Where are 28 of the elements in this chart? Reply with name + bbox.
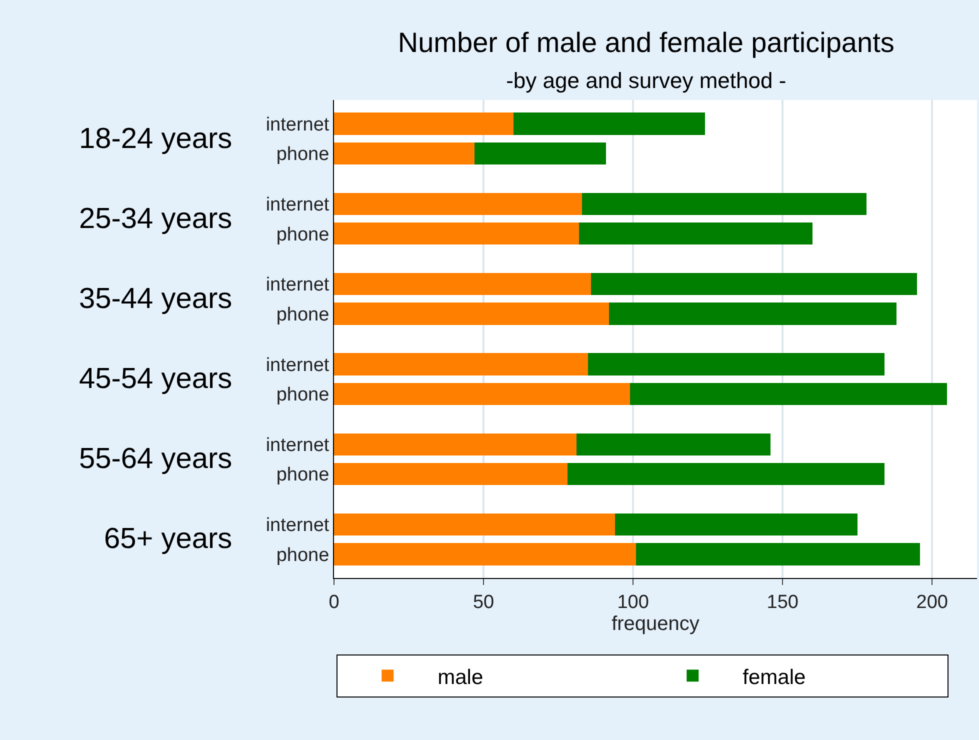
- text: 25-34 years: [79, 203, 232, 235]
- text: 18-24 years: [79, 123, 232, 155]
- y-tick-label: phone: [276, 464, 330, 486]
- text: 45-54 years: [79, 363, 232, 395]
- x-tick-label: 100: [617, 592, 649, 613]
- legend-label: male: [438, 666, 484, 689]
- y-tick-label: internet: [266, 515, 330, 536]
- y-tick-label: internet: [266, 354, 330, 376]
- y-tick-label: internet: [266, 274, 330, 296]
- chart-title: Number of male and female participants: [398, 26, 894, 58]
- x-tick-label: 200: [916, 592, 948, 613]
- x-axis-title: frequency: [612, 612, 700, 635]
- y-tick-label: internet: [266, 435, 330, 456]
- y-tick-label: phone: [276, 544, 330, 566]
- y-tick-label: phone: [276, 224, 330, 246]
- x-tick-label: 150: [766, 592, 798, 613]
- y-tick-label: phone: [276, 384, 330, 406]
- y-tick-label: internet: [266, 194, 330, 216]
- y-tick-label: phone: [276, 144, 330, 166]
- y-tick-label: internet: [266, 114, 330, 136]
- y-tick-label: phone: [276, 304, 330, 326]
- text: 35-44 years: [79, 283, 232, 315]
- chart-subtitle: -by age and survey method -: [506, 68, 786, 94]
- legend-label: female: [742, 666, 806, 689]
- text: 55-64 years: [79, 443, 232, 475]
- x-tick-label: 0: [328, 592, 340, 613]
- x-tick-label: 50: [472, 592, 494, 613]
- text: 65+ years: [104, 523, 232, 555]
